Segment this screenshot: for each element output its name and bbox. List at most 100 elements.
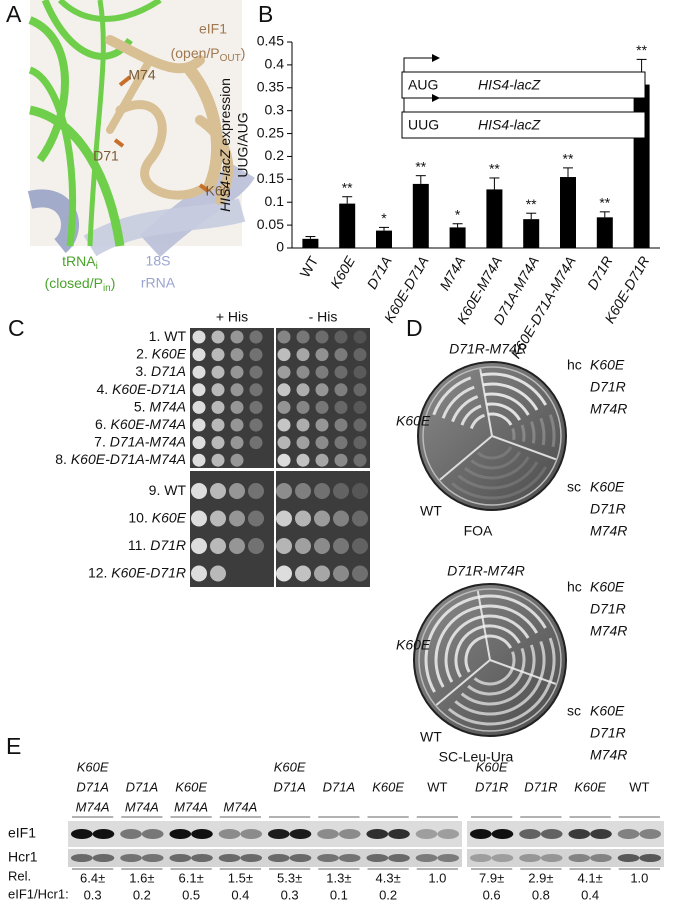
state-main: (closed/P [45,275,103,291]
eif1-band [366,829,389,839]
growth-spot [191,565,207,582]
row-label: 9. WT [149,482,187,498]
streak [464,634,513,673]
streak [464,456,530,480]
petri-rim [422,366,562,506]
genotype-label: M74A [223,799,257,814]
row-number: 12. [88,564,107,580]
growth-spot [211,418,225,432]
streak [548,414,556,448]
ratio-value: 6.1± [179,870,204,885]
growth-spot [211,365,225,379]
row-number: 11. [128,537,146,553]
growth-spot [353,383,367,397]
genotype-label: D71A [126,779,159,794]
strain-label: D71R [590,379,626,395]
strain-name: D71R [150,537,186,553]
growth-spot [230,400,244,414]
genotype-label: M74A [125,799,159,814]
bar [523,219,540,248]
ratio-sd: 0.2 [379,887,397,902]
eif1-band [491,829,514,839]
rrna-label: rRNA [141,275,176,291]
strain-label: D71R [590,601,626,617]
error-bar [379,226,389,231]
panel-label: A [6,1,22,27]
growth-spot [315,365,329,379]
rel-label: eIF1/Hcr1: [8,886,69,901]
strain-name: K60E [152,345,187,361]
strain-name: K60E [152,509,187,525]
growth-spot [192,365,206,379]
row-label: 1. WT [149,328,187,344]
state-end: ) [111,275,116,291]
strain-label: WT [420,503,442,519]
hcr1-band [590,854,612,862]
significance-label: ** [599,195,610,211]
x-tick-label: D71A [363,253,394,291]
error-bar [452,223,463,228]
growth-spot [192,330,206,344]
growth-spot [334,418,348,432]
growth-spot [249,418,263,432]
bar [339,203,356,248]
strain-label: D71R [590,725,626,741]
error-bar [342,196,353,204]
strain-label: M74R [590,523,627,539]
row-label: 2. K60E [136,345,186,361]
streak [470,451,522,470]
copy-label: sc [567,703,581,719]
eif1-ribbon [115,100,205,200]
growth-spot [315,436,329,450]
construct-box [401,71,646,99]
ratio-value: 1.5± [228,870,253,885]
growth-spot [352,538,368,554]
hcr1-band [267,854,290,862]
hcr1-band [289,854,312,862]
growth-spot [211,330,225,344]
eif1-state: (open/POUT) [171,45,246,64]
rrna-strand [27,189,79,254]
promoter-arrow [403,57,432,72]
streak [451,466,547,500]
hcr1-band [519,854,541,862]
growth-spot [277,453,291,467]
side-chain [198,183,210,193]
y-axis-label: HIS4-lacZ expression [217,78,233,212]
growth-spot [295,510,311,527]
panel-label: B [258,1,273,27]
genotype-label: K60E [77,759,109,774]
growth-spot [249,400,263,414]
eif1-band [289,829,312,839]
residue-label: M74 [128,67,155,83]
streak [460,404,482,426]
eif1-band [169,829,192,839]
growth-spot [277,400,291,414]
row-label: 6. K60E-M74A [95,416,186,432]
genotype-label: K60E [175,779,207,794]
growth-spot [192,418,206,432]
error-bar [526,212,537,220]
significance-label: ** [636,42,647,58]
row-number: 7. [94,433,106,449]
growth-spot [211,383,225,397]
streak [454,641,546,716]
growth-spot [210,565,226,582]
hcr1-band [70,854,93,862]
growth-spot [353,348,367,362]
streak [520,424,526,442]
ratio-value: 1.0 [630,870,648,885]
growth-spot [295,483,311,499]
significance-label: * [455,206,461,222]
hcr1-band [120,854,142,862]
strain-name: K60E-M74A [111,416,186,432]
growth-spot [353,436,367,450]
eif1-band [267,829,290,839]
strain-label: WT [420,729,442,745]
streak [457,461,539,490]
growth-spot [334,330,348,344]
y-tick-label: 0.15 [257,170,284,186]
eif1-band [568,829,591,839]
hcr1-band [469,854,492,862]
medium-label: FOA [464,523,493,539]
